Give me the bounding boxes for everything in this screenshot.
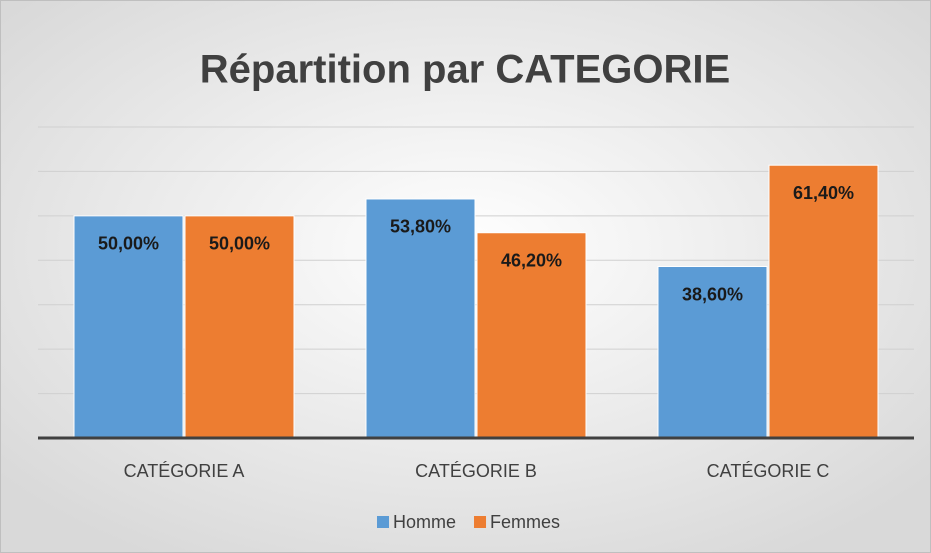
legend-swatch [377, 516, 389, 528]
bar [768, 164, 879, 439]
bar [73, 215, 184, 439]
x-tick-label: CATÉGORIE A [124, 461, 245, 481]
data-label: 38,60% [682, 284, 743, 304]
bar [657, 266, 768, 439]
data-label: 50,00% [209, 234, 270, 254]
bar [365, 198, 476, 439]
data-label: 46,20% [501, 250, 562, 270]
data-label: 50,00% [98, 234, 159, 254]
legend-label: Femmes [490, 512, 560, 532]
x-tick-label: CATÉGORIE B [415, 461, 537, 481]
x-tick-label: CATÉGORIE C [707, 461, 830, 481]
legend-label: Homme [393, 512, 456, 532]
bar [476, 232, 587, 439]
data-label: 53,80% [390, 217, 451, 237]
chart-title: Répartition par CATEGORIE [200, 48, 730, 92]
data-label: 61,40% [793, 183, 854, 203]
bar [184, 215, 295, 439]
legend-swatch [474, 516, 487, 528]
